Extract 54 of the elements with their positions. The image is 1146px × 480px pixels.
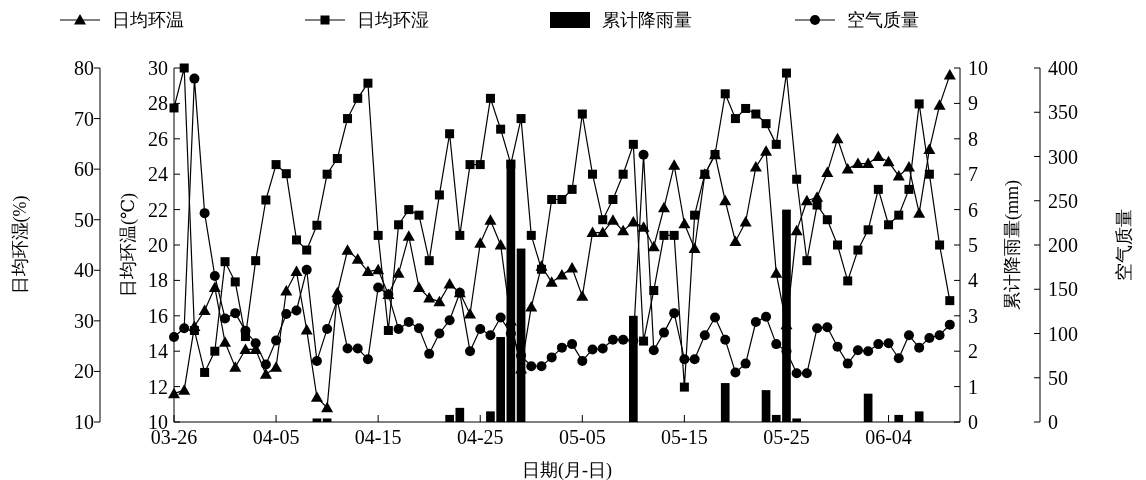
y-tick-label: 100: [1048, 322, 1078, 345]
y2-tick-label: 9: [968, 92, 978, 115]
x-tick-label: 04-15: [354, 426, 402, 448]
y2-tick-label: 1: [968, 375, 978, 398]
y3-tick-label: 60: [74, 158, 94, 181]
y-tick-label: 22: [148, 198, 168, 221]
y2-tick-label: 2: [968, 340, 978, 363]
y-tick-label: 18: [148, 269, 168, 292]
y-tick-label: 14: [148, 340, 168, 363]
y2-tick-label: 7: [968, 163, 978, 186]
y-tick-label: 26: [148, 127, 168, 150]
y-tick-label: 16: [148, 304, 168, 327]
y2-tick-label: 5: [968, 234, 978, 256]
x-tick-label: 05-05: [558, 426, 606, 448]
y3-tick-label: 70: [74, 107, 94, 130]
y-tick-label: 12: [148, 375, 168, 398]
y2-tick-label: 6: [968, 198, 978, 221]
y2-tick-label: 8: [968, 127, 978, 150]
legend-label: 空气质量: [847, 10, 919, 31]
y-tick-label: 20: [148, 234, 168, 256]
y3-tick-label: 20: [74, 360, 94, 383]
y-tick-label: 28: [148, 92, 168, 115]
x-axis-title: 日期(月-日): [522, 460, 612, 480]
legend-label: 累计降雨量: [602, 10, 692, 31]
y-tick-label: 300: [1048, 145, 1078, 168]
y-tick-label: 24: [148, 163, 168, 186]
y3-tick-label: 80: [74, 57, 94, 79]
y3-tick-label: 30: [74, 309, 94, 332]
y-tick-label: 30: [148, 57, 168, 79]
y3-tick-label: 40: [74, 259, 94, 282]
y3-tick-label: 50: [74, 208, 94, 231]
x-tick-label: 04-05: [252, 426, 300, 448]
y-tick-label: 150: [1048, 278, 1078, 301]
y-tick-label: 200: [1048, 234, 1078, 256]
y3-axis-title: 日均环湿(%): [10, 195, 32, 295]
y-tick-label: 400: [1048, 57, 1078, 79]
y2-tick-label: 4: [968, 269, 978, 292]
y2-axis-title: 累计降雨量(mm): [1002, 180, 1024, 310]
legend-label: 日均环湿: [357, 10, 429, 31]
y-tick-label: 0: [1048, 411, 1058, 433]
y-tick-label: 50: [1048, 366, 1068, 389]
y2-tick-label: 0: [968, 411, 978, 433]
x-tick-label: 06-04: [865, 426, 912, 448]
y-tick-label: 250: [1048, 189, 1078, 212]
y2-tick-label: 10: [968, 57, 988, 79]
y2-tick-label: 3: [968, 304, 978, 327]
x-tick-label: 05-15: [661, 426, 708, 448]
y-tick-label: 350: [1048, 101, 1078, 124]
x-tick-label: 04-25: [456, 426, 504, 448]
legend-label: 日均环温: [112, 10, 184, 31]
y-axis-title: 日均环温(℃): [118, 192, 140, 298]
y3-tick-label: 10: [74, 411, 94, 433]
y-axis-title: 空气质量: [1114, 209, 1135, 281]
x-tick-label: 05-25: [763, 426, 810, 448]
